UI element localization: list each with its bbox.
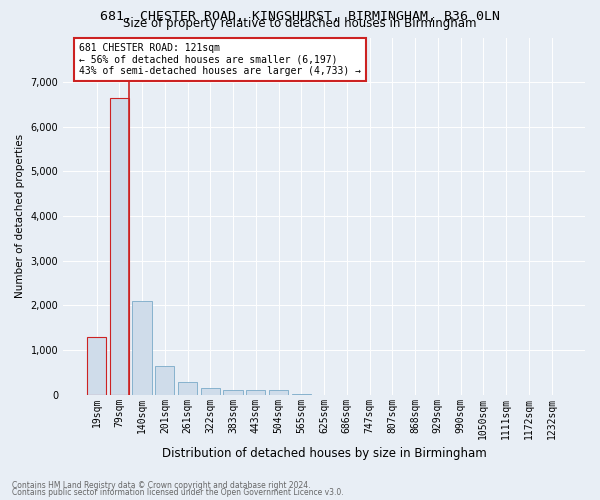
Bar <box>200 388 220 395</box>
Bar <box>269 390 288 395</box>
Y-axis label: Number of detached properties: Number of detached properties <box>15 134 25 298</box>
Text: Contains HM Land Registry data © Crown copyright and database right 2024.: Contains HM Land Registry data © Crown c… <box>12 480 311 490</box>
Bar <box>133 301 152 395</box>
Text: Contains public sector information licensed under the Open Government Licence v3: Contains public sector information licen… <box>12 488 344 497</box>
Text: Size of property relative to detached houses in Birmingham: Size of property relative to detached ho… <box>123 18 477 30</box>
Bar <box>178 382 197 395</box>
Bar <box>110 98 129 395</box>
Bar <box>246 390 265 395</box>
Text: 681 CHESTER ROAD: 121sqm
← 56% of detached houses are smaller (6,197)
43% of sem: 681 CHESTER ROAD: 121sqm ← 56% of detach… <box>79 43 361 76</box>
X-axis label: Distribution of detached houses by size in Birmingham: Distribution of detached houses by size … <box>162 447 487 460</box>
Bar <box>155 366 175 395</box>
Text: 681, CHESTER ROAD, KINGSHURST, BIRMINGHAM, B36 0LN: 681, CHESTER ROAD, KINGSHURST, BIRMINGHA… <box>100 10 500 23</box>
Bar <box>223 390 243 395</box>
Bar <box>87 336 106 395</box>
